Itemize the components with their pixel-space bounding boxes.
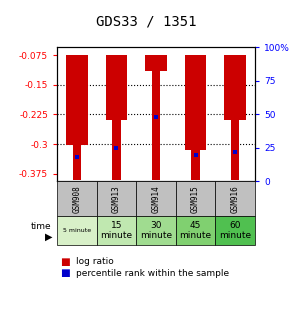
Text: 45
minute: 45 minute <box>180 221 212 240</box>
Bar <box>105 55 127 120</box>
Text: 5 minute: 5 minute <box>63 228 91 233</box>
Text: GSM908: GSM908 <box>72 185 81 213</box>
Bar <box>112 120 121 180</box>
Text: percentile rank within the sample: percentile rank within the sample <box>76 268 229 278</box>
Bar <box>191 150 200 180</box>
Bar <box>152 71 160 180</box>
Bar <box>185 55 207 150</box>
Text: 30
minute: 30 minute <box>140 221 172 240</box>
Text: time: time <box>31 222 51 231</box>
Text: ▶: ▶ <box>45 232 53 241</box>
Text: GSM914: GSM914 <box>151 185 161 213</box>
Bar <box>224 55 246 120</box>
Text: log ratio: log ratio <box>76 257 114 266</box>
Bar <box>66 55 88 145</box>
Text: GDS33 / 1351: GDS33 / 1351 <box>96 14 197 28</box>
Bar <box>231 120 239 180</box>
Bar <box>73 145 81 180</box>
Text: 60
minute: 60 minute <box>219 221 251 240</box>
Text: GSM913: GSM913 <box>112 185 121 213</box>
Text: ■: ■ <box>60 268 70 278</box>
Text: GSM916: GSM916 <box>231 185 240 213</box>
Text: GSM915: GSM915 <box>191 185 200 213</box>
Text: ■: ■ <box>60 257 70 267</box>
Text: 15
minute: 15 minute <box>100 221 132 240</box>
Bar <box>145 55 167 71</box>
